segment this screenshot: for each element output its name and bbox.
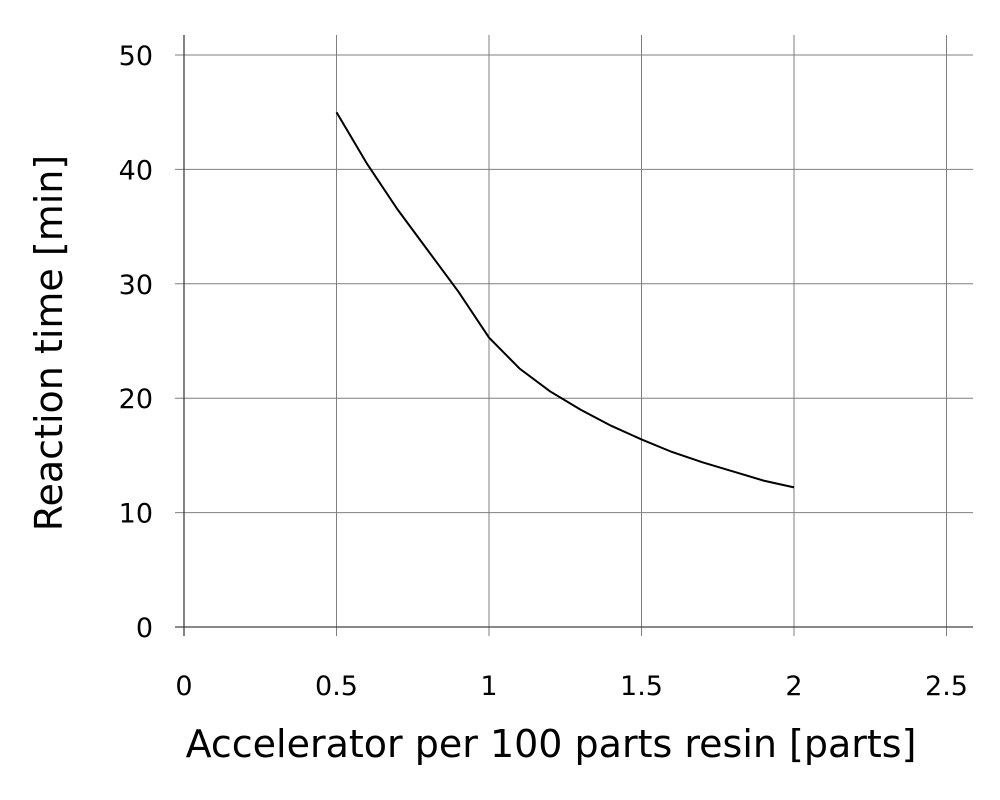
y-tick-label: 40 <box>119 155 153 186</box>
x-axis-title: Accelerator per 100 parts resin [parts] <box>186 722 917 766</box>
series-line <box>335 111 795 489</box>
y-axis-ticks: 0 10 20 30 40 50 <box>119 41 153 644</box>
x-tick-label: 1 <box>480 671 497 702</box>
y-tick-label: 50 <box>119 41 153 72</box>
x-tick-label: 1.5 <box>620 671 663 702</box>
axes <box>175 35 973 636</box>
x-tick-label: 0.5 <box>315 671 358 702</box>
x-tick-label: 0 <box>175 671 192 702</box>
series-group <box>335 111 795 489</box>
grid <box>175 35 973 636</box>
x-axis-ticks: 0 0.5 1 1.5 2 2.5 <box>175 671 968 702</box>
x-tick-label: 2.5 <box>925 671 968 702</box>
y-tick-label: 20 <box>119 384 153 415</box>
y-tick-label: 0 <box>136 613 153 644</box>
x-tick-label: 2 <box>785 671 802 702</box>
y-tick-label: 30 <box>119 270 153 301</box>
y-tick-label: 10 <box>119 499 153 530</box>
y-axis-title: Reaction time [min] <box>27 155 71 531</box>
